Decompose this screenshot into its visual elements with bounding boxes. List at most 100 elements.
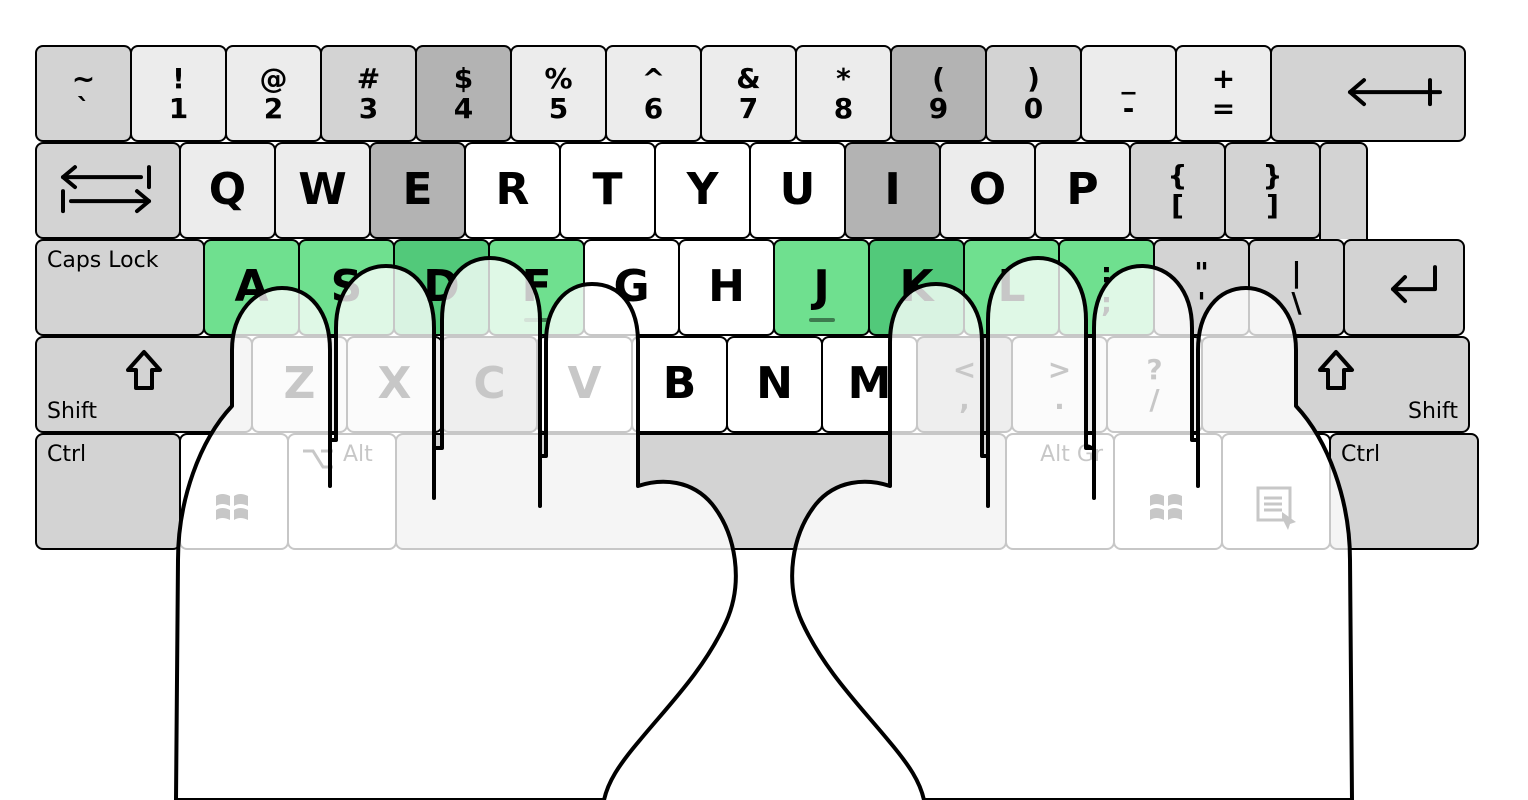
key-altgr[interactable]: Alt Gr [1005, 433, 1115, 550]
key-bracket-open[interactable]: {[ [1129, 142, 1226, 239]
key-l[interactable]: L [963, 239, 1060, 336]
key-symbol-bot: ` [77, 94, 91, 123]
key-slash[interactable]: ?/ [1106, 336, 1203, 433]
key-k[interactable]: K [868, 239, 965, 336]
key-e[interactable]: E [369, 142, 466, 239]
key-symbol-bot: ; [1101, 288, 1112, 317]
key-symbol-top: > [1048, 355, 1071, 384]
key-symbol-top: + [1212, 64, 1235, 93]
key-symbol-top: | [1291, 258, 1301, 287]
key-label: Alt Gr [1040, 443, 1103, 466]
key-c[interactable]: C [441, 336, 538, 433]
key-equals[interactable]: += [1175, 45, 1272, 142]
key-g[interactable]: G [583, 239, 680, 336]
enter-icon [1379, 261, 1449, 315]
key-comma[interactable]: <, [916, 336, 1013, 433]
key-p[interactable]: P [1034, 142, 1131, 239]
win-icon [1146, 486, 1190, 534]
key-w[interactable]: W [274, 142, 371, 239]
key-s[interactable]: S [298, 239, 395, 336]
key-h[interactable]: H [678, 239, 775, 336]
home-row-bump [809, 318, 835, 322]
key-symbol-top: ( [932, 64, 945, 93]
key-symbol-bot: ' [1197, 288, 1206, 317]
key-1[interactable]: !1 [130, 45, 227, 142]
key-5[interactable]: %5 [510, 45, 607, 142]
home-row-bump [524, 318, 550, 322]
key-y[interactable]: Y [654, 142, 751, 239]
alt-icon [301, 447, 335, 476]
key-i[interactable]: I [844, 142, 941, 239]
key-symbol-top: ~ [72, 64, 95, 93]
key-o[interactable]: O [939, 142, 1036, 239]
key-7[interactable]: &7 [700, 45, 797, 142]
key-label: Shift [47, 400, 97, 423]
key-u[interactable]: U [749, 142, 846, 239]
key-ctrl-right[interactable]: Ctrl [1329, 433, 1479, 550]
key-enter[interactable] [1343, 239, 1465, 336]
key-symbol-top: % [544, 64, 572, 93]
key-symbol-bot: / [1149, 385, 1159, 414]
key-capslock[interactable]: Caps Lock [35, 239, 205, 336]
key-9[interactable]: (9 [890, 45, 987, 142]
key-n[interactable]: N [726, 336, 823, 433]
key-symbol-top: @ [260, 64, 288, 93]
key-shift-left[interactable]: Shift [35, 336, 253, 433]
key-j[interactable]: J [773, 239, 870, 336]
key-0[interactable]: )0 [985, 45, 1082, 142]
key-symbol-bot: - [1123, 94, 1135, 123]
key-symbol-bot: 3 [359, 94, 378, 123]
key-f[interactable]: F [488, 239, 585, 336]
key-r[interactable]: R [464, 142, 561, 239]
key-symbol-top: & [736, 64, 760, 93]
key-bracket-close[interactable]: }] [1224, 142, 1321, 239]
key-label: Shift [1408, 400, 1458, 423]
key-ctrl-left[interactable]: Ctrl [35, 433, 181, 550]
key-symbol-top: { [1168, 161, 1188, 190]
key-semicolon[interactable]: :; [1058, 239, 1155, 336]
key-space[interactable] [395, 433, 1007, 550]
key-label: Ctrl [1341, 443, 1380, 466]
key-symbol-top: _ [1122, 64, 1136, 93]
key-symbol-top: } [1263, 161, 1283, 190]
key-backslash[interactable]: |\ [1248, 239, 1345, 336]
key-quote[interactable]: "' [1153, 239, 1250, 336]
key-symbol-bot: = [1212, 94, 1235, 123]
key-8[interactable]: *8 [795, 45, 892, 142]
key-backtick[interactable]: ~` [35, 45, 132, 142]
key-enter-top[interactable] [1319, 142, 1368, 239]
key-q[interactable]: Q [179, 142, 276, 239]
key-4[interactable]: $4 [415, 45, 512, 142]
key-win-right[interactable] [1113, 433, 1223, 550]
key-backspace[interactable] [1270, 45, 1466, 142]
key-t[interactable]: T [559, 142, 656, 239]
key-2[interactable]: @2 [225, 45, 322, 142]
key-b[interactable]: B [631, 336, 728, 433]
shift-icon [1316, 348, 1356, 399]
key-label: Alt [343, 443, 373, 466]
key-symbol-bot: . [1054, 385, 1065, 414]
key-minus[interactable]: _- [1080, 45, 1177, 142]
key-tab[interactable] [35, 142, 181, 239]
key-d[interactable]: D [393, 239, 490, 336]
key-6[interactable]: ^6 [605, 45, 702, 142]
key-symbol-bot: 8 [834, 94, 853, 123]
key-symbol-bot: 7 [739, 94, 758, 123]
key-symbol-top: " [1194, 258, 1209, 287]
key-z[interactable]: Z [251, 336, 348, 433]
key-m[interactable]: M [821, 336, 918, 433]
key-a[interactable]: A [203, 239, 300, 336]
key-symbol-bot: 1 [169, 94, 188, 123]
key-menu[interactable] [1221, 433, 1331, 550]
key-symbol-top: ! [172, 64, 185, 93]
key-symbol-bot: [ [1171, 191, 1184, 220]
key-alt-left[interactable]: Alt [287, 433, 397, 550]
key-period[interactable]: >. [1011, 336, 1108, 433]
key-symbol-bot: 6 [644, 94, 663, 123]
key-v[interactable]: V [536, 336, 633, 433]
key-x[interactable]: X [346, 336, 443, 433]
key-win-left[interactable] [179, 433, 289, 550]
key-3[interactable]: #3 [320, 45, 417, 142]
key-symbol-top: < [953, 355, 976, 384]
key-shift-right[interactable]: Shift [1201, 336, 1470, 433]
